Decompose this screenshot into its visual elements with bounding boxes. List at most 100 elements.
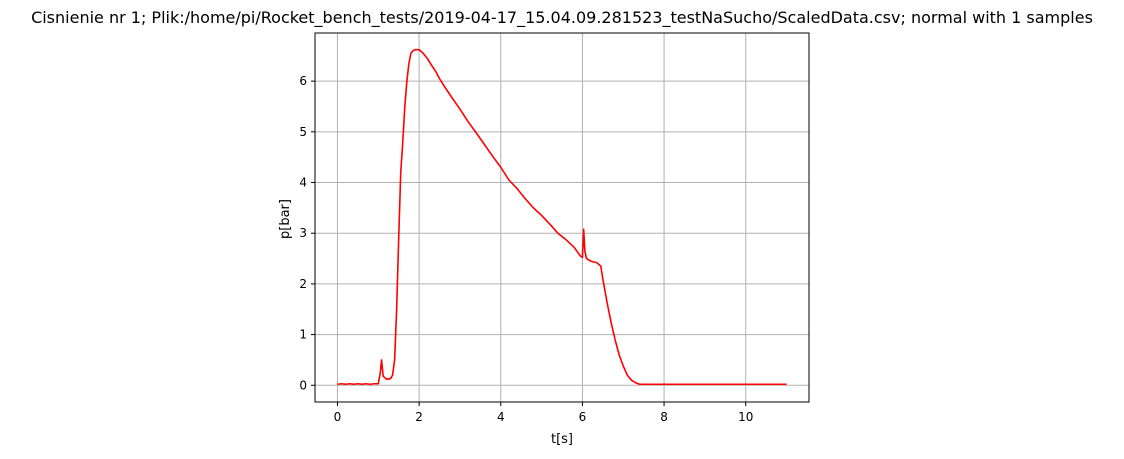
data-point	[406, 81, 407, 82]
data-point	[439, 78, 440, 79]
data-point	[619, 354, 620, 355]
data-point	[413, 50, 414, 51]
data-point	[627, 375, 628, 376]
data-point	[517, 188, 518, 189]
data-point	[390, 378, 391, 379]
data-point	[411, 53, 412, 54]
x-tick-label: 4	[497, 410, 505, 424]
data-point	[549, 224, 550, 225]
data-point	[386, 379, 387, 380]
series-line	[337, 48, 787, 386]
data-point	[423, 53, 424, 54]
data-point	[415, 49, 416, 50]
y-axis-label: p[bar]	[278, 199, 293, 239]
data-point	[745, 384, 746, 385]
data-point	[607, 301, 608, 302]
data-point	[590, 261, 591, 262]
data-point	[580, 256, 581, 257]
x-tick-label: 6	[579, 410, 587, 424]
x-tick-label: 8	[660, 410, 668, 424]
data-point	[582, 257, 583, 258]
data-point	[341, 383, 342, 384]
data-point	[337, 384, 338, 385]
data-point	[566, 239, 567, 240]
y-tick-label: 4	[299, 176, 307, 190]
data-point	[427, 58, 428, 59]
series-layer	[337, 48, 787, 386]
data-point	[509, 180, 510, 181]
data-point	[404, 106, 405, 107]
data-point	[611, 322, 612, 323]
data-point	[664, 384, 665, 385]
x-axis-label: t[s]	[551, 432, 573, 447]
x-tick-label: 2	[415, 410, 423, 424]
data-point	[684, 384, 685, 385]
data-point	[492, 156, 493, 157]
data-point	[484, 144, 485, 145]
data-point	[631, 380, 632, 381]
data-point	[396, 309, 397, 310]
y-tick-label: 0	[299, 378, 307, 392]
data-point	[419, 49, 420, 50]
data-point	[400, 172, 401, 173]
data-point	[615, 339, 616, 340]
data-point	[586, 258, 587, 259]
data-point	[345, 384, 346, 385]
data-point	[353, 384, 354, 385]
data-point	[435, 71, 436, 72]
tick-marks: 0 2 4 6 8 10 0 1 2 3 4 5 6	[299, 74, 753, 424]
y-tick-label: 5	[299, 125, 307, 139]
data-point	[366, 383, 367, 384]
data-point	[383, 376, 384, 377]
data-point	[596, 262, 597, 263]
data-point	[392, 375, 393, 376]
data-point	[584, 251, 585, 252]
data-point	[639, 384, 640, 385]
data-point	[362, 384, 363, 385]
y-tick-label: 3	[299, 226, 307, 240]
data-point	[602, 278, 603, 279]
data-point	[476, 132, 477, 133]
data-point	[574, 247, 575, 248]
data-point	[394, 360, 395, 361]
data-point	[374, 383, 375, 384]
data-point	[647, 384, 648, 385]
chart-title: Cisnienie nr 1; Plik:/home/pi/Rocket_ben…	[31, 8, 1093, 28]
data-point	[583, 229, 584, 230]
data-point	[656, 384, 657, 385]
data-point	[500, 167, 501, 168]
data-point	[380, 372, 381, 373]
data-point	[786, 384, 787, 385]
data-point	[533, 207, 534, 208]
y-tick-label: 2	[299, 277, 307, 291]
data-point	[704, 384, 705, 385]
data-point	[541, 215, 542, 216]
data-point	[525, 198, 526, 199]
data-point	[623, 366, 624, 367]
data-point	[431, 65, 432, 66]
data-point	[558, 233, 559, 234]
x-tick-label: 10	[738, 410, 753, 424]
data-point	[409, 63, 410, 64]
data-point	[398, 238, 399, 239]
data-point	[357, 383, 358, 384]
y-tick-label: 1	[299, 328, 307, 342]
data-point	[635, 382, 636, 383]
data-point	[725, 384, 726, 385]
y-tick-label: 6	[299, 74, 307, 88]
data-point	[451, 97, 452, 98]
data-point	[402, 142, 403, 143]
data-point	[460, 109, 461, 110]
data-point	[381, 360, 382, 361]
grid-lines	[315, 33, 809, 402]
x-tick-label: 0	[334, 410, 342, 424]
data-point	[766, 384, 767, 385]
data-point	[468, 121, 469, 122]
plot-frame	[314, 32, 810, 403]
data-point	[600, 266, 601, 267]
data-point	[378, 383, 379, 384]
data-point	[349, 383, 350, 384]
data-point	[443, 85, 444, 86]
